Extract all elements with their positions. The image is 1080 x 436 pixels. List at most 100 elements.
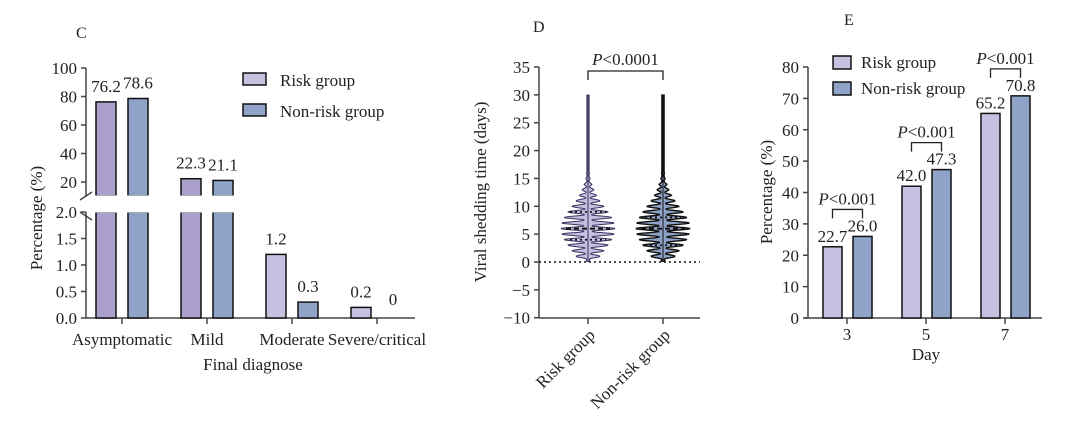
panel-e-x-tick-label: 3 — [843, 325, 852, 344]
panel-c-legend-nonrisk: Non-risk group — [280, 102, 384, 121]
panel-e-bar-label: 65.2 — [976, 93, 1006, 112]
panel-e-legend-swatch-nonrisk — [832, 81, 852, 96]
panel-e-p-value: P<0.001 — [817, 189, 876, 208]
panel-e-bar-label: 47.3 — [927, 150, 957, 169]
panel-c-x-tick-label: Mild — [190, 330, 224, 349]
panel-c-ylabel: Percentage (%) — [27, 166, 46, 270]
panel-e-significance-bracket — [831, 208, 864, 219]
panel-c-y-tick-label: 60 — [60, 116, 77, 135]
panel-c-x-tick-label: Asymptomatic — [72, 330, 173, 349]
panel-e-x-tick-label: 7 — [1001, 325, 1010, 344]
panel-e-legend-risk: Risk group — [861, 53, 936, 72]
panel-c-bar — [127, 97, 149, 197]
panel-c-bar-label: 0.2 — [350, 282, 371, 301]
panel-e-bar — [1010, 95, 1031, 319]
panel-e-p-value: P<0.001 — [975, 49, 1034, 68]
panel-e-y-tick-label: 50 — [782, 152, 799, 171]
panel-d-y-tick-label: 20 — [513, 142, 530, 161]
panel-d-x-tick-label: Risk group — [532, 325, 599, 392]
panel-c-bar — [180, 177, 202, 197]
panel-c-bar-label: 22.3 — [176, 154, 206, 173]
panel-c-y-tick-label: 20 — [60, 173, 77, 192]
panel-d-ylabel: Viral shedding time (days) — [471, 102, 490, 283]
panel-c-bar-label: 0 — [389, 290, 398, 309]
panel-e-y-tick-label: 0 — [791, 309, 800, 328]
panel-c-axis-break-mark — [79, 191, 93, 201]
panel-e-bar — [852, 235, 873, 319]
panel-c-y-tick-label: 1.0 — [56, 256, 77, 275]
panel-e-bar — [980, 112, 1001, 319]
panel-e-significance-bracket — [910, 141, 943, 152]
panel-e-bar-label: 42.0 — [897, 166, 927, 185]
panel-e-ylabel: Percentage (%) — [757, 140, 776, 244]
panel-e-bar-label: 70.8 — [1006, 76, 1036, 95]
panel-e-bar-label: 26.0 — [848, 216, 878, 235]
panel-d-y-tick-label: 35 — [513, 58, 530, 77]
panel-c-x-tick-label: Moderate — [259, 330, 324, 349]
panel-c-bar-break-gap — [95, 195, 117, 213]
panel-c-legend-risk: Risk group — [280, 71, 355, 90]
panel-d-y-tick-label: 15 — [513, 169, 530, 188]
panel-d-x-tick-label: Non-risk group — [587, 325, 674, 412]
panel-c-bar — [212, 211, 234, 319]
panel-c-bar — [127, 211, 149, 319]
panel-e-bar — [822, 246, 843, 319]
panel-d-y-tick-label: 25 — [513, 114, 530, 133]
panel-e-y-tick-label: 80 — [782, 58, 799, 77]
panel-e-y-tick-label: 20 — [782, 246, 799, 265]
panel-d-y-tick-label: −5 — [512, 281, 530, 300]
panel-d-y-tick-label: −10 — [503, 309, 530, 328]
panel-e-legend-swatch-risk — [832, 55, 852, 70]
panel-e-x-tick-label: 5 — [922, 325, 931, 344]
panel-c-bar-label: 0.3 — [297, 277, 318, 296]
panel-d-label: D — [533, 19, 545, 36]
panel-c-bar — [95, 211, 117, 319]
panel-c-bar-label: 21.1 — [208, 155, 238, 174]
panel-c-bar — [265, 253, 287, 319]
panel-e-y-tick-label: 70 — [782, 89, 799, 108]
panel-c-bar — [297, 301, 319, 319]
panel-e-legend-nonrisk: Non-risk group — [861, 79, 965, 98]
panel-c-label: C — [76, 25, 87, 42]
panel-e-y-tick-label: 60 — [782, 121, 799, 140]
panel-c-x-tick-label: Severe/critical — [328, 330, 426, 349]
panel-d-y-tick-label: 30 — [513, 86, 530, 105]
panel-d-significance-bracket — [587, 70, 664, 80]
panel-d-y-tick-label: 5 — [522, 225, 531, 244]
panel-e-p-value: P<0.001 — [896, 123, 955, 142]
panel-c-y-tick-label: 1.5 — [56, 230, 77, 249]
panel-c-bar — [350, 306, 372, 319]
panel-c-bar-break-gap — [212, 195, 234, 213]
panel-c-y-tick-label: 2.0 — [56, 203, 77, 222]
panel-c-bar-label: 1.2 — [265, 229, 286, 248]
panel-c-bar-label: 78.6 — [123, 73, 153, 92]
panel-c-bar — [180, 211, 202, 319]
panel-c-y-tick-label: 0.0 — [56, 309, 77, 328]
panel-c-legend-swatch-risk — [242, 72, 267, 86]
panel-c-bar — [95, 101, 117, 197]
panel-e-label: E — [844, 12, 854, 29]
panel-d-p-value: P<0.0001 — [591, 50, 659, 69]
panel-e-xlabel: Day — [912, 345, 941, 364]
panel-c-y-tick-label: 80 — [60, 88, 77, 107]
panel-e-y-tick-label: 10 — [782, 278, 799, 297]
panel-c-axis-break-mark — [79, 211, 93, 221]
panel-c-bar — [212, 179, 234, 197]
panel-c-y-tick-label: 100 — [52, 59, 78, 78]
panel-e-y-tick-label: 40 — [782, 184, 799, 203]
panel-c-bar-break-gap — [180, 195, 202, 213]
panel-e-bar — [931, 168, 952, 319]
panel-d-y-tick-label: 10 — [513, 197, 530, 216]
panel-c-y-tick-label: 0.5 — [56, 283, 77, 302]
panel-e-bar — [901, 185, 922, 319]
panel-c-legend-swatch-nonrisk — [242, 103, 267, 117]
panel-c-bar-label: 76.2 — [91, 77, 121, 96]
panel-c-bar-break-gap — [127, 195, 149, 213]
panel-e-y-tick-label: 30 — [782, 215, 799, 234]
panel-e-significance-bracket — [989, 68, 1022, 78]
panel-e-bar-label: 22.7 — [818, 227, 848, 246]
panel-c-xlabel: Final diagnose — [203, 355, 303, 374]
panel-d-y-tick-label: 0 — [522, 253, 531, 272]
panel-c-y-tick-label: 40 — [60, 145, 77, 164]
